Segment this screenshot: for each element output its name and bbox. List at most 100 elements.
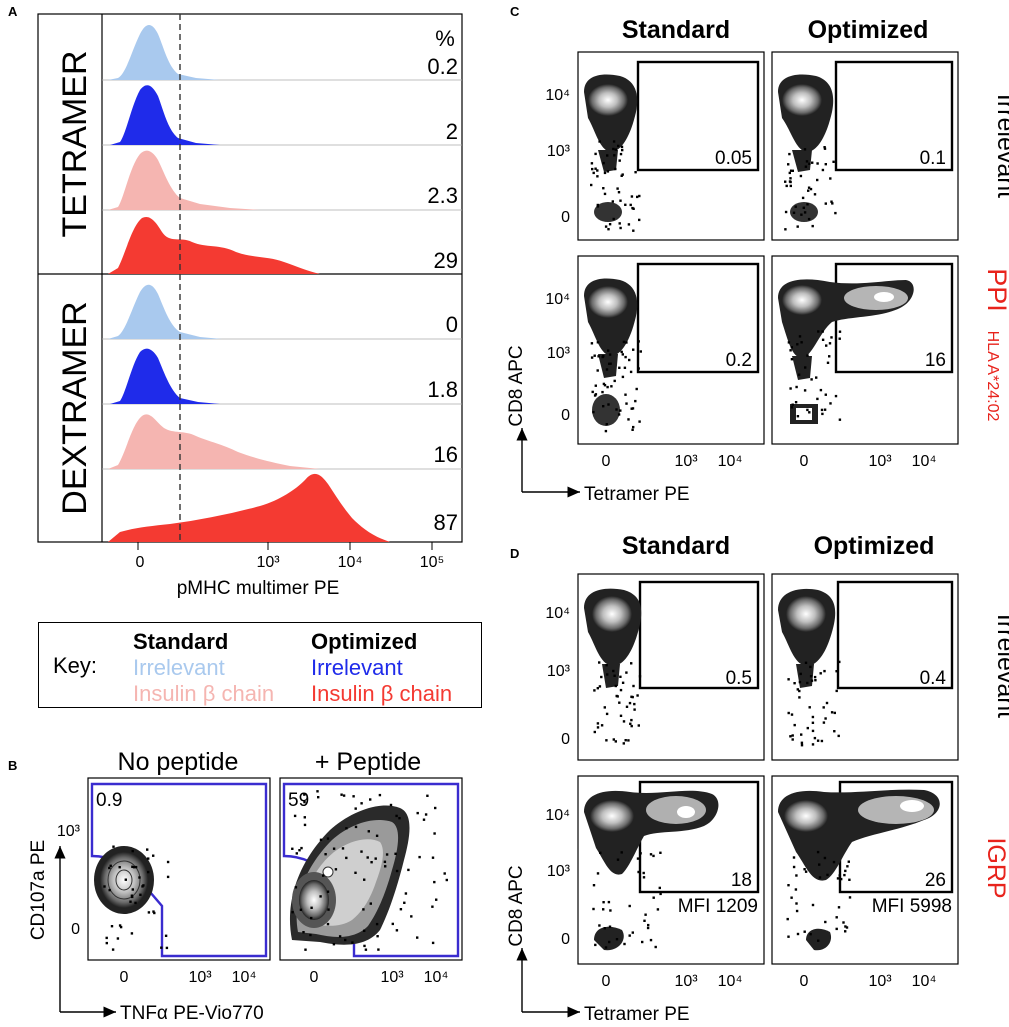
d-plot-std-irrelevant	[577, 573, 765, 761]
event-dot	[834, 211, 837, 215]
event-dot	[433, 880, 436, 884]
event-dot	[615, 694, 618, 698]
event-dot	[795, 909, 799, 913]
event-dot	[369, 798, 372, 801]
d-density-std-irrelevant	[584, 588, 642, 688]
event-dot	[785, 184, 788, 188]
event-dot	[794, 888, 798, 891]
event-dot	[627, 739, 630, 742]
event-dot	[291, 847, 294, 850]
event-dot	[813, 193, 817, 196]
event-dot	[649, 853, 653, 856]
event-dot	[435, 898, 438, 901]
c-events-std-ppi	[590, 340, 642, 433]
event-dot	[594, 943, 597, 947]
event-dot	[791, 738, 794, 741]
event-dot	[363, 944, 366, 948]
event-dot	[636, 694, 639, 697]
event-dot	[784, 210, 788, 214]
event-dot	[603, 384, 607, 387]
event-dot	[795, 385, 798, 389]
event-dot	[789, 349, 792, 352]
event-dot	[659, 851, 662, 854]
event-dot	[614, 167, 617, 171]
event-dot	[625, 341, 628, 344]
event-dot	[631, 407, 635, 410]
event-dot	[638, 420, 641, 423]
event-dot	[798, 696, 801, 699]
event-dot	[806, 203, 809, 206]
event-dot	[784, 180, 787, 183]
c-value-opt-ppi: 16	[925, 350, 946, 371]
event-dot	[790, 358, 794, 361]
event-dot	[829, 402, 832, 405]
event-dot	[599, 851, 602, 854]
event-dot	[806, 408, 809, 412]
event-dot	[592, 884, 596, 887]
event-dot	[345, 827, 348, 830]
event-dot	[142, 884, 145, 887]
event-dot	[345, 856, 348, 860]
event-dot	[844, 930, 847, 933]
event-dot	[798, 689, 801, 693]
event-dot	[838, 418, 842, 421]
event-dot	[604, 429, 608, 433]
d-ytick-bot-2: 0	[561, 931, 570, 948]
c-gate-std-irrelevant	[636, 60, 760, 172]
event-dot	[603, 192, 607, 196]
event-dot	[811, 224, 814, 228]
event-dot	[614, 740, 617, 743]
event-dot	[628, 904, 631, 908]
event-dot	[590, 342, 594, 345]
event-dot	[602, 382, 606, 386]
event-dot	[119, 925, 123, 929]
event-dot	[108, 866, 111, 870]
event-dot	[403, 901, 406, 904]
event-dot	[619, 714, 623, 717]
event-dot	[111, 948, 115, 951]
event-dot	[809, 933, 812, 936]
event-dot	[399, 908, 403, 911]
event-dot	[803, 148, 807, 151]
event-dot	[799, 672, 802, 676]
event-dot	[608, 362, 611, 365]
c-col-optimized: Optimized	[808, 16, 929, 44]
event-dot	[820, 408, 824, 412]
event-dot	[791, 403, 794, 406]
hist-dex-opt-insulin	[108, 473, 390, 542]
event-dot	[103, 885, 106, 888]
a-x-axis-title: pMHC multimer PE	[177, 578, 340, 599]
key-standard-header: Standard	[133, 629, 229, 654]
hist-dex-opt-irrelevant	[110, 348, 220, 404]
event-dot	[822, 721, 826, 724]
event-dot	[617, 413, 621, 416]
event-dot	[811, 721, 815, 724]
d-xtick-l-2: 10⁴	[718, 973, 743, 990]
event-dot	[620, 145, 624, 149]
key-optimized-insulin: Insulin β chain	[311, 681, 453, 706]
event-dot	[654, 945, 657, 949]
event-dot	[592, 907, 595, 911]
event-dot	[596, 169, 599, 172]
event-dot	[807, 217, 811, 221]
b-xtick-0-right: 0	[310, 969, 319, 986]
event-dot	[395, 929, 399, 932]
event-dot	[619, 199, 622, 202]
event-dot	[795, 902, 798, 905]
c-col-standard: Standard	[622, 16, 730, 44]
group-label-dextramer: DEXTRAMER	[56, 301, 94, 514]
event-dot	[800, 733, 803, 736]
event-dot	[836, 877, 840, 880]
event-dot	[303, 816, 306, 819]
event-dot	[631, 428, 634, 431]
event-dot	[131, 849, 134, 853]
event-dot	[659, 892, 662, 896]
pct-tet-std-insulin: 2.3	[427, 183, 458, 208]
event-dot	[431, 856, 435, 859]
event-dot	[147, 857, 150, 860]
event-dot	[322, 874, 325, 877]
event-dot	[166, 860, 170, 864]
event-dot	[614, 684, 617, 688]
event-dot	[304, 948, 307, 951]
event-dot	[596, 369, 599, 372]
